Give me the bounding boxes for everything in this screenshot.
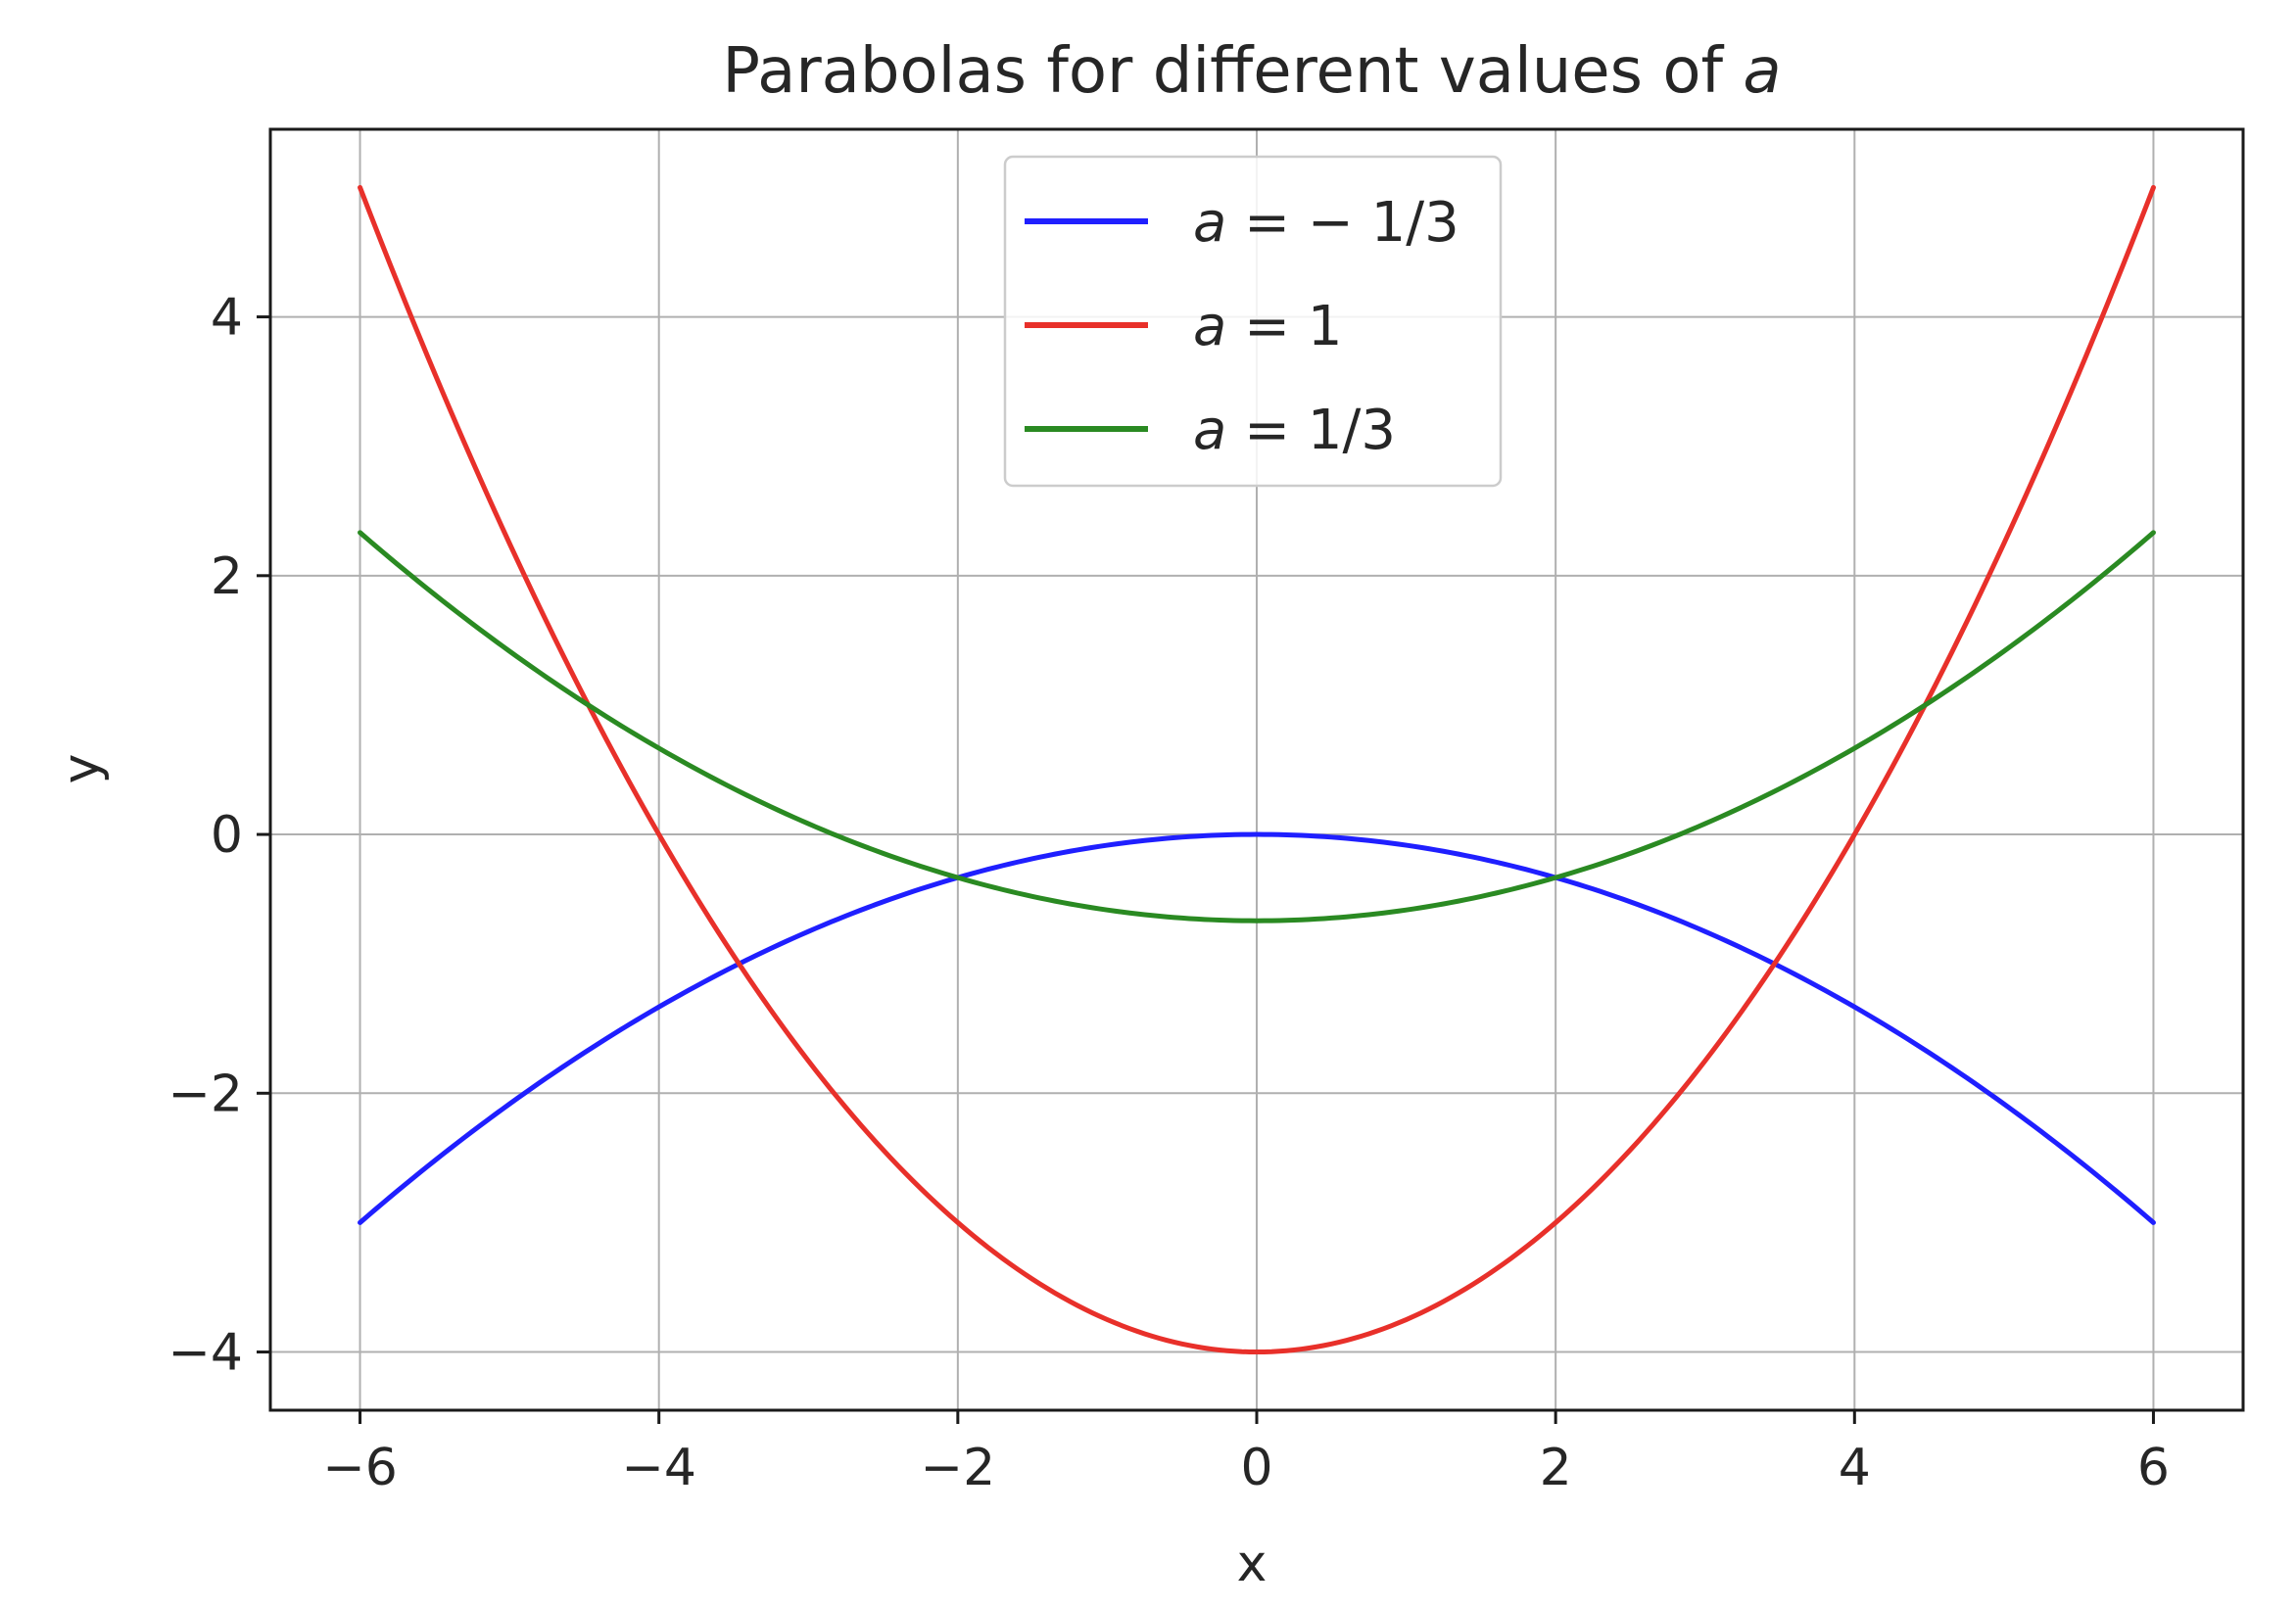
- legend-entry-value: = 1/3: [1226, 399, 1396, 462]
- legend: a = − 1/3a = 1a = 1/3: [1003, 155, 1503, 488]
- y-tick-label: 4: [211, 289, 243, 348]
- legend-entry-variable: a: [1193, 191, 1226, 255]
- chart-title-variable: a: [1743, 35, 1781, 108]
- series-line-2: [358, 184, 2156, 1355]
- x-tick-label: 0: [1240, 1439, 1272, 1497]
- plot-area: −6 −4 −2 0 2 4 6 −4 −2 0 2 4: [167, 127, 2245, 1497]
- chart-title-text: Parabolas for different values of: [722, 35, 1724, 108]
- y-tick-label: 2: [211, 547, 243, 606]
- legend-entry-value: = 1: [1226, 295, 1342, 358]
- series-layer: [358, 184, 2156, 1355]
- x-tick-label: −2: [921, 1439, 996, 1497]
- y-tick-label: 0: [211, 806, 243, 865]
- grid: [270, 129, 2243, 1410]
- legend-entry-variable: a: [1193, 399, 1226, 462]
- legend-box: [1003, 155, 1503, 488]
- legend-entry-variable: a: [1193, 295, 1226, 358]
- x-axis-label: x: [1237, 1535, 1268, 1593]
- series-line-3: [358, 530, 2156, 923]
- chart-title: Parabolas for different values of a: [722, 35, 1781, 108]
- x-tick-label: 4: [1839, 1439, 1871, 1497]
- ticks: −6 −4 −2 0 2 4 6 −4 −2 0 2 4: [167, 289, 2170, 1497]
- y-tick-label: −2: [167, 1065, 243, 1123]
- y-tick-label: −4: [167, 1324, 243, 1383]
- x-tick-label: 6: [2137, 1439, 2170, 1497]
- legend-entry-label: a = 1/3: [1193, 399, 1396, 462]
- series-line-1: [358, 831, 2156, 1225]
- legend-entry-value: = − 1/3: [1226, 191, 1459, 255]
- legend-entry-label: a = 1: [1193, 295, 1342, 358]
- x-tick-label: −4: [621, 1439, 696, 1497]
- y-axis-label: y: [52, 754, 111, 784]
- legend-entry-label: a = − 1/3: [1193, 191, 1459, 255]
- x-tick-label: −6: [322, 1439, 398, 1497]
- x-tick-label: 2: [1540, 1439, 1572, 1497]
